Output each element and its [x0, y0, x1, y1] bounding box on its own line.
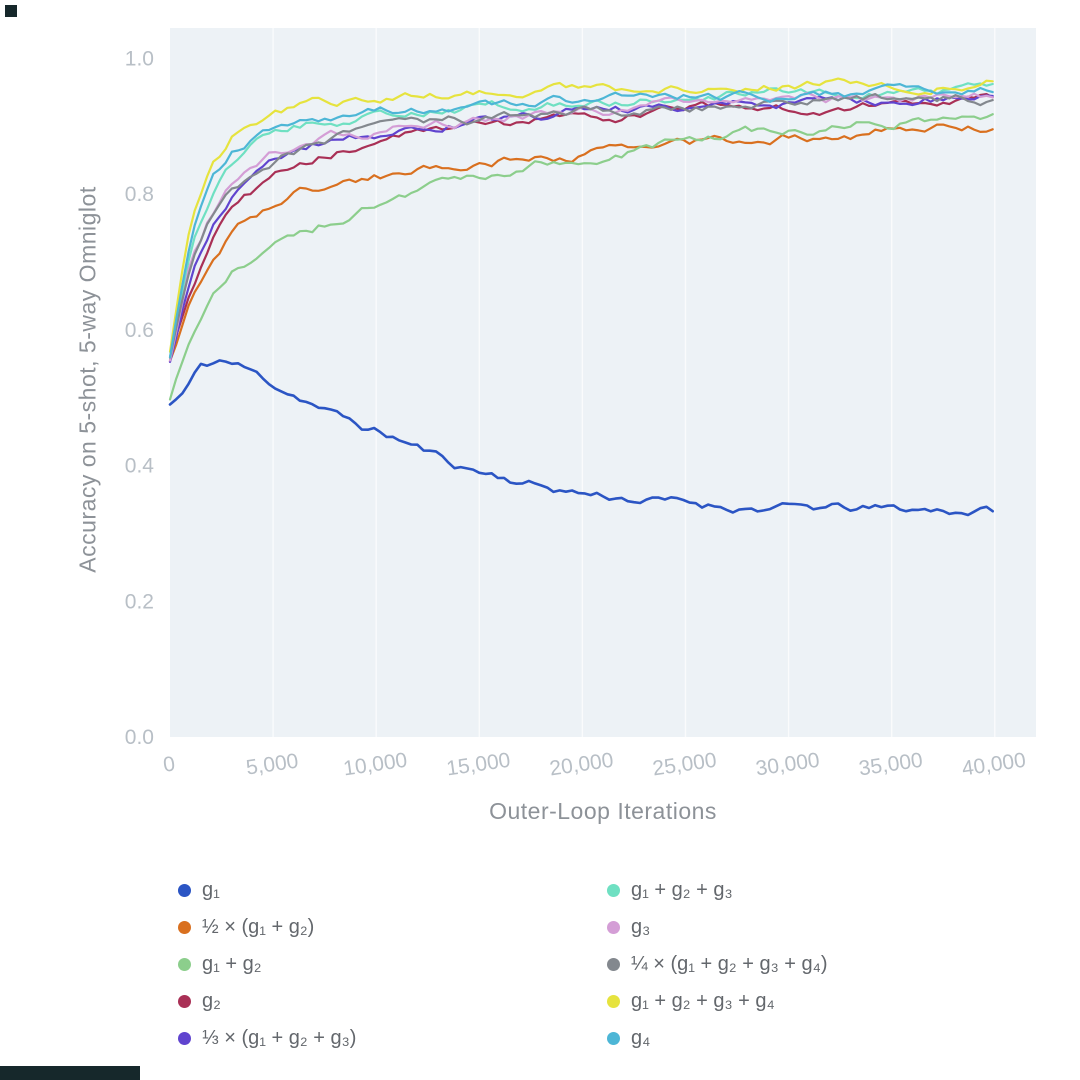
legend-item: g₄ — [607, 1020, 1036, 1057]
series-line-9 — [168, 83, 994, 359]
legend-swatch — [178, 884, 191, 897]
x-tick-label: 15,000 — [445, 749, 512, 781]
chart-canvas: 0.0 0.2 0.4 0.6 0.8 1.0 0 5,000 10,000 15,000 20,0… — [125, 28, 1036, 781]
legend-label: g₄ — [631, 1027, 651, 1049]
series-line-8 — [168, 77, 994, 353]
legend-swatch — [607, 995, 620, 1008]
x-tick-label: 40,000 — [960, 749, 1027, 781]
x-tick-label: 30,000 — [754, 749, 821, 781]
y-tick-label: 1.0 — [125, 48, 154, 71]
x-axis-label: Outer-Loop Iterations — [489, 798, 717, 824]
legend-label: g₁ + g₂ — [202, 953, 262, 975]
legend-item: g₃ — [607, 909, 1036, 946]
legend: g₁ ½ × (g₁ + g₂) g₁ + g₂ g₂ ⅓ × (g₁ + g₂ + g… — [178, 872, 1036, 1057]
series-line-2 — [168, 113, 994, 401]
x-tick-label: 25,000 — [651, 749, 718, 781]
corner-mark-bottom-left — [0, 1066, 140, 1080]
legend-swatch — [607, 1032, 620, 1045]
x-tick-label: 0 — [162, 752, 177, 776]
x-tick-label: 35,000 — [857, 749, 924, 781]
x-tick-label: 20,000 — [548, 749, 615, 781]
series-line-7 — [168, 93, 994, 359]
legend-item: ¼ × (g₁ + g₂ + g₃ + g₄) — [607, 946, 1036, 983]
legend-item: g₁ + g₂ + g₃ + g₄ — [607, 983, 1036, 1020]
series-line-5 — [168, 82, 994, 361]
legend-item: ½ × (g₁ + g₂) — [178, 909, 607, 946]
legend-item: g₁ + g₂ + g₃ — [607, 872, 1036, 909]
legend-column: g₁ + g₂ + g₃ g₃ ¼ × (g₁ + g₂ + g₃ + g₄) g₁ … — [607, 872, 1036, 1057]
legend-label: g₁ + g₂ + g₃ + g₄ — [631, 990, 775, 1012]
y-tick-label: 0.2 — [125, 590, 154, 613]
legend-label: ⅓ × (g₁ + g₂ + g₃) — [202, 1027, 357, 1049]
legend-label: g₁ + g₂ + g₃ — [631, 879, 733, 901]
plot-area — [170, 28, 1036, 737]
series-line-0 — [168, 359, 994, 517]
series-line-3 — [168, 93, 994, 363]
y-tick-label: 0.4 — [125, 455, 155, 478]
legend-swatch — [178, 1032, 191, 1045]
legend-swatch — [178, 958, 191, 971]
legend-swatch — [178, 995, 191, 1008]
x-tick-label: 5,000 — [245, 750, 300, 780]
y-tick-label: 0.8 — [125, 183, 154, 206]
legend-swatch — [607, 921, 620, 934]
x-tick-label: 10,000 — [342, 749, 409, 781]
corner-mark-top-left — [5, 5, 17, 17]
legend-item: g₁ + g₂ — [178, 946, 607, 983]
legend-swatch — [607, 958, 620, 971]
y-tick-label: 0.6 — [125, 319, 154, 342]
legend-label: g₁ — [202, 879, 220, 901]
y-axis-label: Accuracy on 5-shot, 5-way Omniglot — [74, 186, 101, 573]
legend-label: ¼ × (g₁ + g₂ + g₃ + g₄) — [631, 953, 828, 975]
legend-swatch — [607, 884, 620, 897]
y-tick-label: 0.0 — [125, 726, 154, 749]
series-line-1 — [168, 123, 994, 363]
legend-item: g₂ — [178, 983, 607, 1020]
legend-column: g₁ ½ × (g₁ + g₂) g₁ + g₂ g₂ ⅓ × (g₁ + g₂ + g… — [178, 872, 607, 1057]
legend-swatch — [178, 921, 191, 934]
legend-label: g₂ — [202, 990, 221, 1012]
legend-item: ⅓ × (g₁ + g₂ + g₃) — [178, 1020, 607, 1057]
legend-item: g₁ — [178, 872, 607, 909]
legend-label: ½ × (g₁ + g₂) — [202, 916, 315, 938]
legend-label: g₃ — [631, 916, 651, 938]
